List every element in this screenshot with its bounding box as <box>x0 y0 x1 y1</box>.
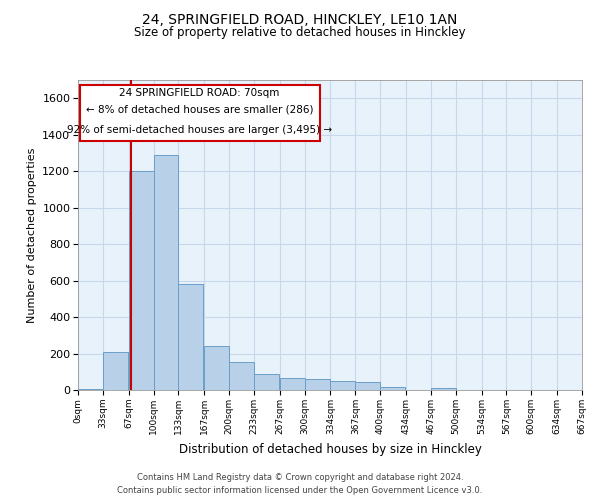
Bar <box>128 171 154 390</box>
Y-axis label: Number of detached properties: Number of detached properties <box>26 148 37 322</box>
Bar <box>229 362 254 390</box>
Bar <box>355 382 380 390</box>
Bar <box>78 389 103 390</box>
Text: ← 8% of detached houses are smaller (286): ← 8% of detached houses are smaller (286… <box>86 104 313 115</box>
Text: Size of property relative to detached houses in Hinckley: Size of property relative to detached ho… <box>134 26 466 39</box>
Bar <box>154 155 178 390</box>
Text: 24 SPRINGFIELD ROAD: 70sqm: 24 SPRINGFIELD ROAD: 70sqm <box>119 88 280 98</box>
Bar <box>431 388 456 390</box>
Bar <box>178 284 203 390</box>
Bar <box>103 352 128 390</box>
Bar <box>305 379 329 390</box>
Bar <box>254 374 279 390</box>
Text: Contains public sector information licensed under the Open Government Licence v3: Contains public sector information licen… <box>118 486 482 495</box>
Bar <box>331 381 355 390</box>
Bar <box>204 346 229 390</box>
Text: Distribution of detached houses by size in Hinckley: Distribution of detached houses by size … <box>179 442 481 456</box>
Text: Contains HM Land Registry data © Crown copyright and database right 2024.: Contains HM Land Registry data © Crown c… <box>137 472 463 482</box>
Text: 24, SPRINGFIELD ROAD, HINCKLEY, LE10 1AN: 24, SPRINGFIELD ROAD, HINCKLEY, LE10 1AN <box>142 12 458 26</box>
FancyBboxPatch shape <box>80 84 320 141</box>
Text: 92% of semi-detached houses are larger (3,495) →: 92% of semi-detached houses are larger (… <box>67 125 332 135</box>
Bar <box>280 378 305 390</box>
Bar <box>380 388 405 390</box>
